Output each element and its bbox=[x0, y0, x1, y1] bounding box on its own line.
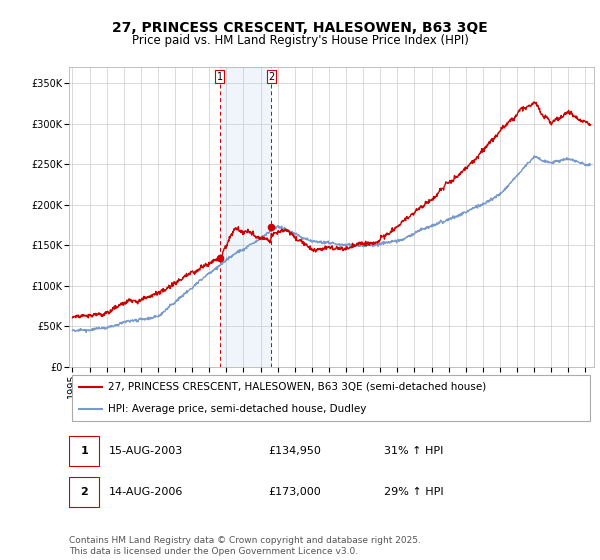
Text: 31% ↑ HPI: 31% ↑ HPI bbox=[384, 446, 443, 456]
Text: 14-AUG-2006: 14-AUG-2006 bbox=[109, 487, 183, 497]
Text: 27, PRINCESS CRESCENT, HALESOWEN, B63 3QE: 27, PRINCESS CRESCENT, HALESOWEN, B63 3Q… bbox=[112, 21, 488, 35]
Text: HPI: Average price, semi-detached house, Dudley: HPI: Average price, semi-detached house,… bbox=[109, 404, 367, 414]
Text: 1: 1 bbox=[217, 72, 223, 82]
Text: 15-AUG-2003: 15-AUG-2003 bbox=[109, 446, 182, 456]
Text: 2: 2 bbox=[80, 487, 88, 497]
FancyBboxPatch shape bbox=[71, 376, 590, 421]
Text: Contains HM Land Registry data © Crown copyright and database right 2025.
This d: Contains HM Land Registry data © Crown c… bbox=[69, 536, 421, 556]
Text: £173,000: £173,000 bbox=[269, 487, 321, 497]
FancyBboxPatch shape bbox=[69, 436, 100, 465]
Text: 29% ↑ HPI: 29% ↑ HPI bbox=[384, 487, 443, 497]
Text: 2: 2 bbox=[268, 72, 274, 82]
FancyBboxPatch shape bbox=[69, 477, 100, 507]
Text: £134,950: £134,950 bbox=[269, 446, 322, 456]
Bar bbox=[220, 67, 271, 367]
Text: 1: 1 bbox=[80, 446, 88, 456]
Text: 27, PRINCESS CRESCENT, HALESOWEN, B63 3QE (semi-detached house): 27, PRINCESS CRESCENT, HALESOWEN, B63 3Q… bbox=[109, 382, 487, 392]
Text: Price paid vs. HM Land Registry's House Price Index (HPI): Price paid vs. HM Land Registry's House … bbox=[131, 34, 469, 46]
